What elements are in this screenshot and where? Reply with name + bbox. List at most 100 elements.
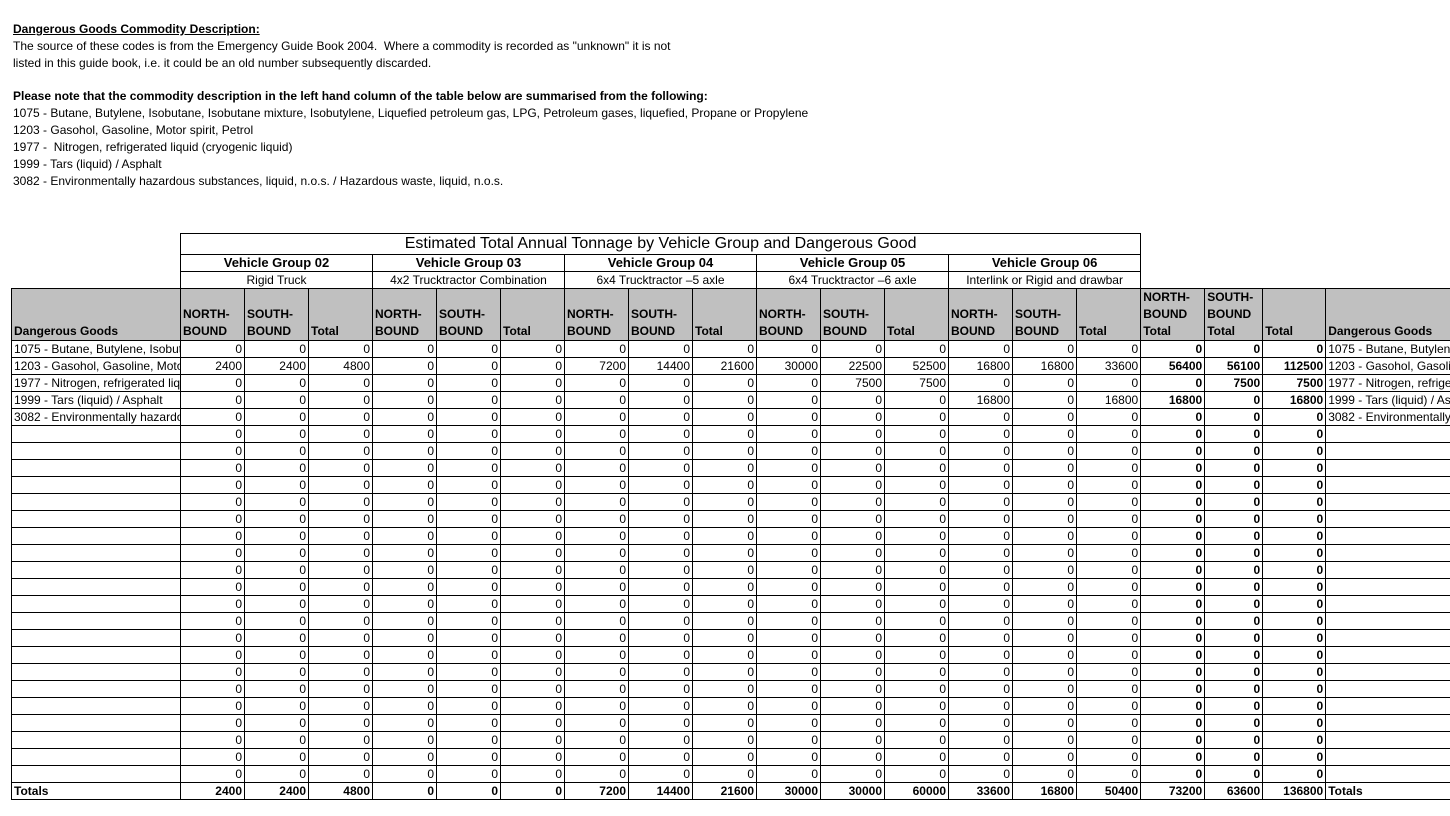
cell: 0: [884, 510, 949, 528]
cell: 0: [1012, 578, 1077, 596]
row-label: [11, 493, 181, 511]
cell: 0: [884, 442, 949, 460]
cell: 0: [180, 459, 245, 477]
row-label: [11, 731, 181, 749]
cell: 0: [820, 731, 885, 749]
blank: [12, 272, 181, 289]
group-desc: 6x4 Trucktractor –5 axle: [564, 271, 757, 289]
cell: 0: [1140, 510, 1206, 528]
cell: 0: [1075, 408, 1142, 426]
row-label: [11, 663, 181, 681]
cell: 0: [372, 697, 437, 715]
row-label: 1999 - Tars (liquid) / Asphalt: [11, 391, 181, 409]
cell: 0: [692, 391, 757, 409]
cell: 0: [1075, 544, 1142, 562]
cell: 0: [180, 544, 245, 562]
cell: 0: [820, 527, 885, 545]
cell: 0: [948, 646, 1013, 664]
cell: 0: [564, 714, 629, 732]
cell: 0: [372, 476, 437, 494]
cell: 0: [436, 374, 501, 392]
cell: 0: [1075, 578, 1142, 596]
cell: 0: [436, 629, 501, 647]
note: Please note that the commodity descripti…: [13, 89, 708, 103]
cell: 33600: [1075, 357, 1142, 375]
tonnage-table: Estimated Total Annual Tonnage by Vehicl…: [11, 233, 1450, 800]
cell: 0: [628, 578, 693, 596]
cell: 0: [372, 442, 437, 460]
cell: 0: [564, 527, 629, 545]
cell: 0: [180, 731, 245, 749]
cell: 0: [628, 408, 693, 426]
cell: 0: [244, 680, 309, 698]
cell: 0: [884, 612, 949, 630]
cell: 0: [1204, 714, 1264, 732]
column-header: Total: [884, 288, 949, 341]
cell: 0: [180, 476, 245, 494]
cell: 0: [1075, 493, 1142, 511]
cell: 0: [756, 578, 821, 596]
cell: 0: [628, 765, 693, 783]
cell: 0: [1204, 544, 1264, 562]
cell: 0: [1012, 765, 1077, 783]
cell: 0: [500, 595, 565, 613]
cell: 0: [500, 561, 565, 579]
row-label: [1325, 663, 1450, 681]
cell: 0: [372, 527, 437, 545]
cell: 0: [564, 476, 629, 494]
cell: 0: [244, 595, 309, 613]
cell: 0: [820, 663, 885, 681]
group-name: Vehicle Group 05: [756, 254, 949, 272]
cell: 0: [436, 357, 501, 375]
cell: 0: [436, 595, 501, 613]
cell: 60000: [884, 782, 949, 800]
cell: 0: [1140, 442, 1206, 460]
cell: 0: [308, 408, 373, 426]
cell: 0: [308, 510, 373, 528]
totals-row: Totals 2400 2400 4800 0 0 0 7200 14400 21600 30000…: [11, 782, 1450, 800]
cell: 0: [884, 544, 949, 562]
cell: 0: [564, 697, 629, 715]
cell: 0: [948, 680, 1013, 698]
cell: 0: [820, 765, 885, 783]
cell: 16800: [1012, 782, 1077, 800]
cell: 0: [436, 748, 501, 766]
cell: 0: [1075, 425, 1142, 443]
row-label: [11, 442, 181, 460]
cell: 0: [628, 629, 693, 647]
cell: 0: [244, 391, 309, 409]
cell: 0: [692, 476, 757, 494]
cell: 0: [948, 629, 1013, 647]
cell: 0: [436, 493, 501, 511]
cell: 0: [436, 408, 501, 426]
cell: 0: [692, 714, 757, 732]
cell: 0: [180, 408, 245, 426]
row-label: [1325, 680, 1450, 698]
cell: 0: [244, 544, 309, 562]
cell: 0: [756, 510, 821, 528]
cell: 0: [1204, 510, 1264, 528]
cell: 0: [756, 442, 821, 460]
cell: 0: [884, 663, 949, 681]
cell: 0: [1140, 612, 1206, 630]
cell: 0: [1262, 561, 1327, 579]
cell: 0: [1140, 629, 1206, 647]
heading: Dangerous Goods Commodity Description:: [13, 22, 260, 36]
row-label: [1325, 425, 1450, 443]
column-header: Total: [500, 288, 565, 341]
cell: 0: [948, 459, 1013, 477]
cell: 0: [372, 510, 437, 528]
cell: 0: [948, 731, 1013, 749]
cell: 0: [436, 459, 501, 477]
cell: 0: [500, 459, 565, 477]
cell: 0: [308, 680, 373, 698]
cell: 16800: [1012, 357, 1077, 375]
cell: 0: [1140, 765, 1206, 783]
cell: 0: [180, 612, 245, 630]
cell: 0: [628, 663, 693, 681]
cell: 0: [1204, 425, 1264, 443]
